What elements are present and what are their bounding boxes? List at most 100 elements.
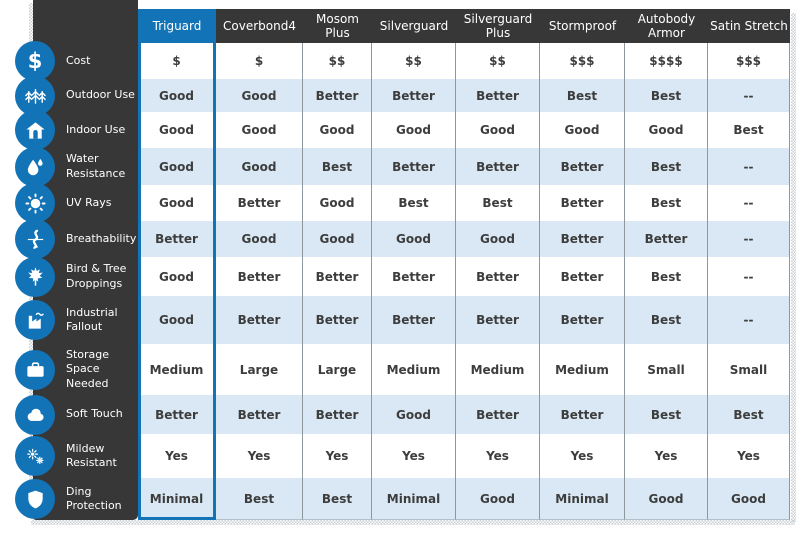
shield-icon	[15, 479, 55, 519]
cell-silverguard-storage-space-needed: Medium	[372, 344, 456, 395]
cell-mosom-plus-water-resistance: Best	[303, 148, 372, 185]
cell-autobody-armor-outdoor-use: Best	[625, 79, 708, 112]
column-header-silverguard-plus[interactable]: Silverguard Plus	[456, 0, 540, 43]
cell-silverguard-plus-indoor-use: Good	[456, 112, 540, 148]
cell-satin-stretch-outdoor-use: --	[708, 79, 790, 112]
row-label: Soft Touch	[66, 407, 123, 421]
row-label: Water Resistance	[66, 152, 126, 180]
cell-triguard-uv-rays: Good	[138, 185, 216, 221]
torn-edge-right	[791, 13, 796, 522]
cell-silverguard-plus-water-resistance: Better	[456, 148, 540, 185]
cell-coverbond4-industrial-fallout: Better	[216, 296, 303, 344]
cell-satin-stretch-cost: $$$	[708, 43, 790, 79]
column-header-satin-stretch[interactable]: Satin Stretch	[708, 0, 790, 43]
cell-silverguard-plus-soft-touch: Better	[456, 395, 540, 434]
column-header-label: Silverguard	[372, 9, 456, 43]
cloud-icon	[15, 394, 55, 435]
cell-triguard-water-resistance: Good	[138, 148, 216, 185]
cell-stormproof-outdoor-use: Best	[540, 79, 625, 112]
comparison-grid: Triguard Coverbond4 Mosom Plus Silverguard S…	[15, 0, 790, 520]
cell-silverguard-bird-tree-droppings: Better	[372, 257, 456, 296]
cell-stormproof-cost: $$$	[540, 43, 625, 79]
row-header-soft-touch: Soft Touch	[15, 394, 138, 435]
cell-coverbond4-soft-touch: Better	[216, 395, 303, 434]
cell-mosom-plus-uv-rays: Good	[303, 185, 372, 221]
row-label: Cost	[66, 53, 91, 67]
row-header-mildew-resistant: Mildew Resistant	[15, 434, 138, 478]
cell-silverguard-plus-bird-tree-droppings: Better	[456, 257, 540, 296]
cell-autobody-armor-bird-tree-droppings: Best	[625, 257, 708, 296]
cell-coverbond4-ding-protection: Best	[216, 478, 303, 520]
column-header-label: Mosom Plus	[303, 9, 372, 43]
row-label: Storage Space Needed	[66, 348, 110, 390]
cell-satin-stretch-breathability: --	[708, 221, 790, 257]
cell-triguard-storage-space-needed: Medium	[138, 344, 216, 395]
cell-satin-stretch-industrial-fallout: --	[708, 296, 790, 344]
cell-stormproof-soft-touch: Better	[540, 395, 625, 434]
cell-coverbond4-mildew-resistant: Yes	[216, 434, 303, 478]
row-header-industrial-fallout: Industrial Fallout	[15, 296, 138, 344]
cell-satin-stretch-bird-tree-droppings: --	[708, 257, 790, 296]
cell-silverguard-plus-mildew-resistant: Yes	[456, 434, 540, 478]
cell-silverguard-plus-industrial-fallout: Better	[456, 296, 540, 344]
cell-mosom-plus-indoor-use: Good	[303, 112, 372, 148]
house-icon	[15, 110, 55, 150]
row-label: Industrial Fallout	[66, 305, 118, 333]
column-header-label: Coverbond4	[216, 9, 303, 43]
cell-silverguard-water-resistance: Better	[372, 148, 456, 185]
column-header-label: Satin Stretch	[708, 9, 790, 43]
cell-silverguard-cost: $$	[372, 43, 456, 79]
cell-coverbond4-indoor-use: Good	[216, 112, 303, 148]
cell-autobody-armor-water-resistance: Best	[625, 148, 708, 185]
column-header-autobody-armor[interactable]: Autobody Armor	[625, 0, 708, 43]
row-header-cost: $ Cost	[15, 41, 138, 81]
column-header-mosom-plus[interactable]: Mosom Plus	[303, 0, 372, 43]
trees-icon	[15, 75, 55, 116]
row-label: Outdoor Use	[66, 88, 135, 102]
cell-satin-stretch-soft-touch: Best	[708, 395, 790, 434]
cell-autobody-armor-mildew-resistant: Yes	[625, 434, 708, 478]
column-header-triguard[interactable]: Triguard	[138, 0, 216, 43]
cell-silverguard-ding-protection: Minimal	[372, 478, 456, 520]
cell-silverguard-plus-ding-protection: Good	[456, 478, 540, 520]
column-header-silverguard[interactable]: Silverguard	[372, 0, 456, 43]
cell-mosom-plus-breathability: Good	[303, 221, 372, 257]
spores-icon	[15, 436, 55, 476]
cell-autobody-armor-industrial-fallout: Best	[625, 296, 708, 344]
cell-mosom-plus-mildew-resistant: Yes	[303, 434, 372, 478]
cell-coverbond4-water-resistance: Good	[216, 148, 303, 185]
column-header-label: Autobody Armor	[625, 9, 708, 43]
cell-silverguard-uv-rays: Best	[372, 185, 456, 221]
row-header-breathability: Breathability	[15, 219, 138, 259]
cell-autobody-armor-breathability: Better	[625, 221, 708, 257]
row-header-water-resistance: Water Resistance	[15, 146, 138, 187]
cell-mosom-plus-cost: $$	[303, 43, 372, 79]
cell-autobody-armor-cost: $$$$	[625, 43, 708, 79]
cell-triguard-soft-touch: Better	[138, 395, 216, 434]
torn-edge-bottom	[31, 520, 795, 525]
cell-stormproof-water-resistance: Better	[540, 148, 625, 185]
cell-triguard-bird-tree-droppings: Good	[138, 257, 216, 296]
cell-stormproof-breathability: Better	[540, 221, 625, 257]
cell-triguard-breathability: Better	[138, 221, 216, 257]
cell-satin-stretch-ding-protection: Good	[708, 478, 790, 520]
cell-autobody-armor-storage-space-needed: Small	[625, 344, 708, 395]
cell-triguard-cost: $	[138, 43, 216, 79]
column-header-coverbond4[interactable]: Coverbond4	[216, 0, 303, 43]
column-header-stormproof[interactable]: Stormproof	[540, 0, 625, 43]
cell-triguard-indoor-use: Good	[138, 112, 216, 148]
cell-mosom-plus-soft-touch: Better	[303, 395, 372, 434]
cell-stormproof-ding-protection: Minimal	[540, 478, 625, 520]
cell-triguard-industrial-fallout: Good	[138, 296, 216, 344]
cell-coverbond4-cost: $	[216, 43, 303, 79]
cell-satin-stretch-mildew-resistant: Yes	[708, 434, 790, 478]
cell-coverbond4-storage-space-needed: Large	[216, 344, 303, 395]
maple-leaf-icon	[15, 256, 55, 297]
cell-stormproof-bird-tree-droppings: Better	[540, 257, 625, 296]
cell-autobody-armor-soft-touch: Best	[625, 395, 708, 434]
factory-icon	[15, 300, 55, 340]
cell-triguard-mildew-resistant: Yes	[138, 434, 216, 478]
cell-mosom-plus-ding-protection: Best	[303, 478, 372, 520]
cell-triguard-ding-protection: Minimal	[138, 478, 216, 520]
